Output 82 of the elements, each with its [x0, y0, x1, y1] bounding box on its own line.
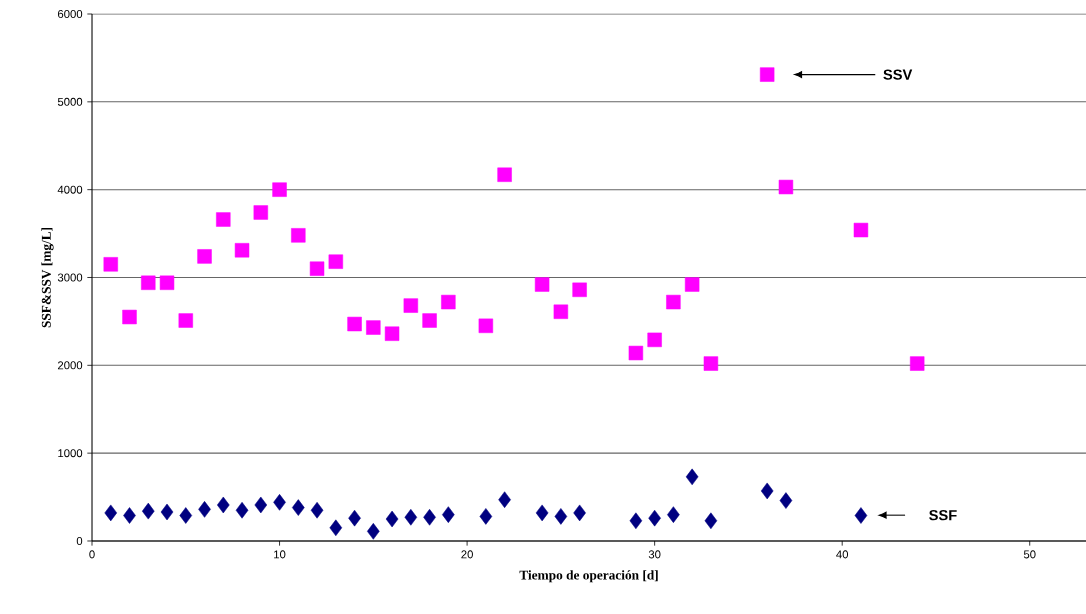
point — [348, 509, 361, 527]
point — [760, 482, 774, 500]
point — [853, 222, 869, 238]
point — [253, 205, 268, 220]
point — [123, 507, 136, 524]
x-tick-label: 0 — [89, 550, 95, 559]
point — [442, 506, 455, 523]
point — [141, 275, 156, 290]
point — [122, 309, 137, 325]
annotation: SSF — [929, 509, 957, 521]
point — [572, 282, 587, 297]
point — [366, 320, 381, 335]
point — [647, 332, 662, 348]
point — [179, 507, 193, 524]
point — [423, 509, 436, 526]
point — [534, 277, 550, 292]
x-tick-label: 30 — [648, 550, 661, 559]
point — [329, 519, 343, 537]
point — [497, 167, 512, 182]
point — [178, 313, 193, 328]
point — [235, 501, 249, 519]
point — [684, 277, 700, 292]
point — [703, 356, 719, 371]
point — [272, 182, 287, 197]
y-tick-label: 0 — [76, 536, 83, 545]
point — [216, 212, 231, 227]
point — [367, 523, 380, 540]
point — [404, 509, 418, 526]
point — [628, 345, 644, 361]
point — [478, 318, 494, 333]
point — [328, 254, 344, 269]
point — [422, 313, 437, 328]
y-tick-label: 4000 — [57, 185, 83, 194]
point — [291, 228, 306, 243]
point — [234, 243, 250, 258]
point — [384, 326, 400, 341]
point — [554, 508, 568, 525]
point — [629, 512, 643, 530]
point — [197, 249, 212, 264]
point — [217, 496, 230, 514]
x-tick-label: 20 — [461, 550, 473, 559]
annotation: SSV — [883, 69, 913, 80]
point — [104, 504, 118, 522]
point — [254, 496, 268, 514]
point — [159, 275, 175, 290]
point — [535, 504, 549, 522]
point — [704, 512, 718, 530]
point — [573, 504, 586, 522]
point — [759, 67, 775, 82]
point — [854, 507, 868, 524]
point — [403, 298, 419, 313]
y-tick-label: 3000 — [57, 273, 83, 282]
point — [553, 304, 569, 319]
y-tick-label: 5000 — [57, 97, 83, 106]
y-tick-label: 6000 — [58, 10, 83, 19]
point — [779, 492, 793, 509]
point — [309, 261, 325, 276]
x-tick-label: 50 — [1023, 550, 1036, 559]
point — [648, 509, 661, 527]
y-tick-label: 1000 — [58, 449, 83, 458]
point — [441, 294, 456, 310]
x-tick-label: 40 — [836, 550, 849, 559]
point — [198, 501, 211, 518]
y-tick-label: 2000 — [57, 361, 83, 370]
point — [292, 499, 305, 516]
point — [498, 491, 511, 508]
point — [479, 508, 493, 525]
point — [273, 494, 286, 511]
point — [778, 179, 794, 195]
point — [910, 356, 925, 371]
point — [666, 294, 681, 310]
point — [685, 468, 699, 486]
point — [385, 510, 399, 528]
point — [142, 502, 155, 520]
point — [310, 501, 324, 519]
point — [667, 506, 680, 523]
x-axis-title: Tiempo de operación [d] — [519, 570, 658, 583]
point — [103, 257, 118, 272]
point — [347, 316, 362, 332]
x-tick-label: 10 — [274, 550, 286, 559]
point — [160, 503, 174, 521]
y-axis-title: SSF&SSV [mg/L] — [41, 227, 54, 328]
